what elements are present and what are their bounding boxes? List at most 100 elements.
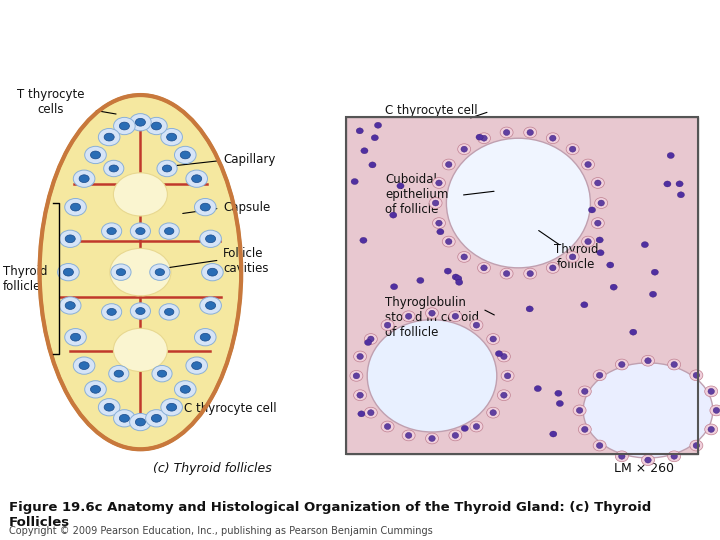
Ellipse shape [73, 170, 95, 187]
Ellipse shape [135, 118, 145, 126]
Ellipse shape [152, 366, 172, 382]
Ellipse shape [65, 199, 86, 216]
Ellipse shape [446, 239, 452, 245]
Ellipse shape [595, 220, 601, 226]
Ellipse shape [166, 403, 176, 411]
Ellipse shape [523, 268, 536, 279]
Ellipse shape [462, 426, 469, 431]
Ellipse shape [671, 453, 678, 459]
Ellipse shape [593, 440, 606, 451]
Ellipse shape [432, 200, 439, 206]
Ellipse shape [114, 328, 167, 372]
Ellipse shape [566, 252, 579, 262]
Ellipse shape [652, 269, 659, 275]
Ellipse shape [487, 407, 500, 418]
Ellipse shape [109, 165, 118, 172]
Ellipse shape [199, 297, 221, 314]
Ellipse shape [130, 223, 150, 239]
Ellipse shape [369, 162, 376, 168]
Ellipse shape [570, 146, 576, 152]
Ellipse shape [616, 359, 629, 370]
Ellipse shape [107, 308, 117, 315]
Ellipse shape [433, 178, 446, 188]
Bar [346, 117, 698, 454]
Ellipse shape [71, 203, 81, 211]
Ellipse shape [693, 443, 700, 449]
Ellipse shape [60, 297, 81, 314]
Ellipse shape [503, 271, 510, 276]
Ellipse shape [417, 278, 424, 284]
Ellipse shape [202, 264, 223, 281]
Ellipse shape [566, 144, 579, 154]
Ellipse shape [164, 308, 174, 315]
Ellipse shape [357, 392, 364, 398]
Ellipse shape [151, 122, 161, 130]
Ellipse shape [374, 122, 382, 129]
Ellipse shape [73, 357, 95, 374]
Ellipse shape [500, 268, 513, 279]
Text: The Thyroid Gland: The Thyroid Gland [9, 19, 299, 46]
Ellipse shape [120, 414, 130, 422]
Ellipse shape [135, 308, 145, 314]
Ellipse shape [63, 268, 73, 276]
Ellipse shape [110, 248, 171, 296]
Ellipse shape [368, 336, 374, 342]
Ellipse shape [690, 440, 703, 451]
Ellipse shape [109, 366, 129, 382]
Ellipse shape [527, 271, 534, 276]
Ellipse shape [429, 198, 442, 208]
Ellipse shape [200, 203, 210, 211]
Ellipse shape [402, 430, 415, 441]
Ellipse shape [174, 381, 196, 398]
Ellipse shape [186, 170, 207, 187]
Ellipse shape [452, 313, 459, 319]
Text: Capillary: Capillary [223, 153, 276, 166]
Ellipse shape [353, 373, 360, 379]
Ellipse shape [437, 229, 444, 235]
Ellipse shape [490, 410, 496, 416]
Ellipse shape [596, 372, 603, 378]
Ellipse shape [91, 386, 101, 393]
Ellipse shape [630, 329, 637, 335]
Ellipse shape [607, 262, 614, 268]
Ellipse shape [470, 421, 483, 432]
Ellipse shape [442, 159, 455, 170]
Ellipse shape [458, 144, 471, 154]
Ellipse shape [585, 161, 591, 167]
Ellipse shape [426, 433, 438, 444]
Ellipse shape [102, 223, 122, 239]
Ellipse shape [180, 151, 190, 159]
Ellipse shape [384, 322, 391, 328]
Ellipse shape [120, 122, 130, 130]
Ellipse shape [174, 146, 196, 164]
Ellipse shape [676, 181, 683, 187]
Text: Capsule: Capsule [223, 201, 271, 214]
Ellipse shape [150, 264, 170, 280]
Ellipse shape [582, 159, 595, 170]
Ellipse shape [642, 455, 654, 465]
Ellipse shape [461, 254, 467, 260]
Ellipse shape [582, 388, 588, 394]
Ellipse shape [114, 173, 167, 216]
Ellipse shape [116, 269, 126, 275]
Ellipse shape [85, 381, 107, 398]
Ellipse shape [476, 134, 483, 140]
Text: Follicle
cavities: Follicle cavities [223, 247, 269, 275]
Ellipse shape [161, 399, 182, 416]
Ellipse shape [442, 236, 455, 247]
Text: (c) Thyroid follicles: (c) Thyroid follicles [153, 462, 271, 475]
Ellipse shape [449, 311, 462, 322]
Text: Cuboidal
epithelium
of follicle: Cuboidal epithelium of follicle [385, 173, 449, 216]
Ellipse shape [583, 363, 713, 458]
Ellipse shape [577, 407, 583, 414]
Ellipse shape [649, 291, 657, 297]
Ellipse shape [390, 284, 397, 290]
Ellipse shape [429, 435, 435, 442]
Ellipse shape [667, 152, 675, 159]
Ellipse shape [194, 328, 216, 346]
Text: Thyroid
follicle: Thyroid follicle [3, 265, 48, 293]
Ellipse shape [155, 269, 165, 275]
Ellipse shape [500, 354, 507, 360]
Ellipse shape [616, 451, 629, 462]
Ellipse shape [405, 313, 412, 319]
